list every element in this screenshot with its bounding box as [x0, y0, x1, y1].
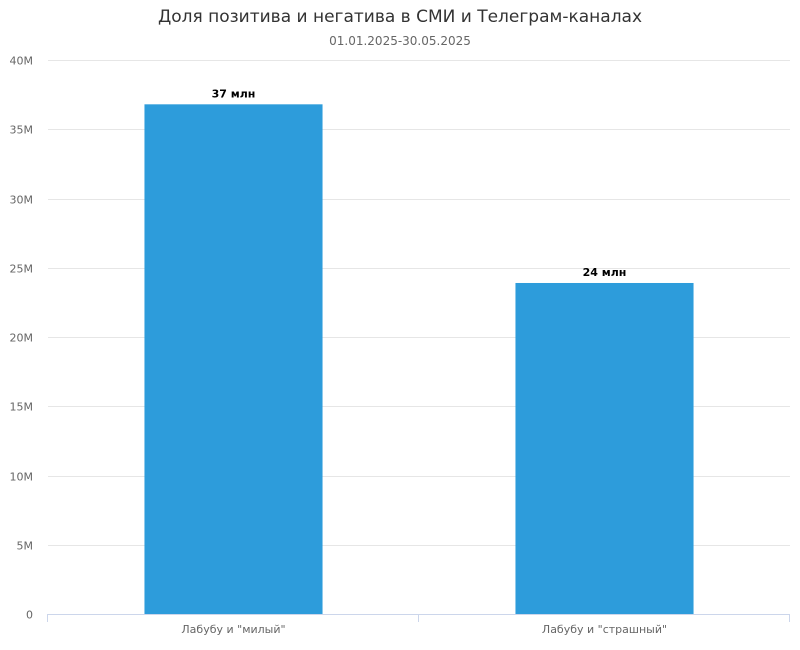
- chart-subtitle: 01.01.2025-30.05.2025: [329, 34, 471, 48]
- x-category-label: Лабубу и "страшный": [542, 623, 667, 636]
- y-tick-label: 20M: [10, 332, 34, 345]
- y-tick-label: 40M: [10, 55, 34, 68]
- x-axis: Лабубу и "милый" Лабубу и "страшный": [47, 614, 790, 636]
- y-tick-label: 15M: [10, 401, 34, 414]
- y-tick-label: 25M: [10, 263, 34, 276]
- bar[interactable]: [144, 104, 323, 614]
- bars: [144, 104, 694, 614]
- chart-title: Доля позитива и негатива в СМИ и Телегра…: [157, 7, 643, 27]
- y-tick-label: 30M: [10, 194, 34, 207]
- y-tick-label: 35M: [10, 124, 34, 137]
- y-tick-label: 0: [26, 609, 33, 622]
- bar-data-label: 24 млн: [583, 266, 627, 279]
- y-axis-tick-labels: 0 5M 10M 15M 20M 25M 30M 35M 40M: [10, 55, 34, 622]
- x-category-label: Лабубу и "милый": [181, 623, 285, 636]
- y-tick-label: 10M: [10, 471, 34, 484]
- y-tick-label: 5M: [17, 540, 34, 553]
- data-labels: 37 млн 24 млн: [212, 87, 627, 279]
- bar-data-label: 37 млн: [212, 87, 256, 100]
- bar[interactable]: [515, 282, 694, 614]
